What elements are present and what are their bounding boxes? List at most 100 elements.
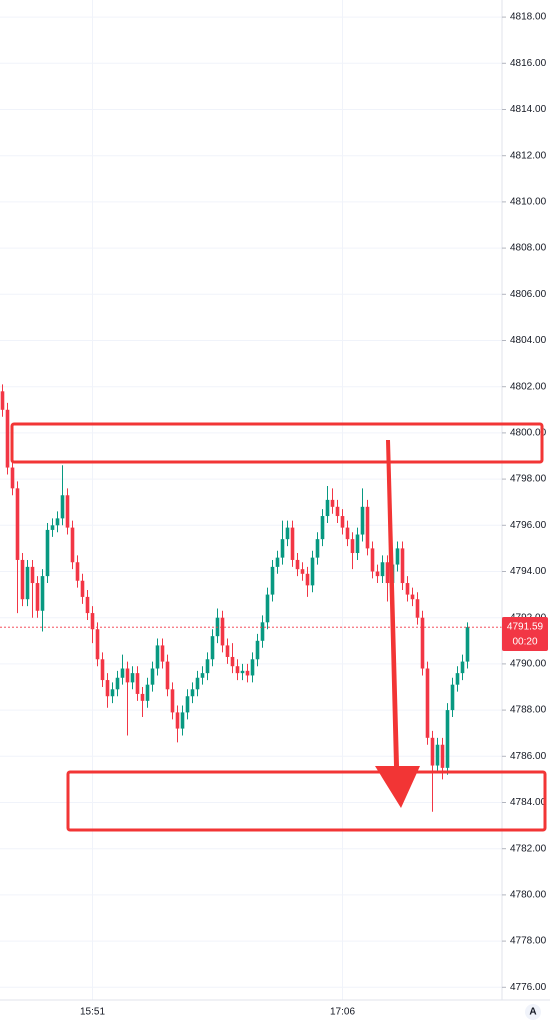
candle-body xyxy=(290,527,295,560)
y-tick-label: 4786.00 xyxy=(510,751,547,762)
candle-body xyxy=(245,670,250,676)
candle-body xyxy=(295,559,300,570)
y-tick-label: 4790.00 xyxy=(510,659,547,670)
candle-body xyxy=(410,594,415,600)
candle-body xyxy=(310,557,315,586)
candle-body xyxy=(330,499,335,507)
support-zone xyxy=(66,770,547,832)
candle-body xyxy=(195,677,200,690)
candle-body xyxy=(200,673,205,678)
candle-body xyxy=(435,744,440,766)
price-tag-box xyxy=(502,617,548,651)
candle-body xyxy=(225,645,230,657)
candle-body xyxy=(445,710,450,768)
candle-body xyxy=(270,566,275,595)
candle-body xyxy=(30,566,35,584)
candle-body xyxy=(125,668,130,683)
candle-body xyxy=(170,689,175,713)
candle-body xyxy=(10,467,15,489)
y-tick-label: 4804.00 xyxy=(510,335,547,346)
candle-body xyxy=(370,548,375,572)
candle-body xyxy=(5,409,10,468)
candle-body xyxy=(385,562,390,584)
candle-body xyxy=(15,488,20,560)
y-tick-label: 4802.00 xyxy=(510,381,547,392)
candle-body xyxy=(135,673,140,694)
candle-body xyxy=(220,617,225,646)
candle-body xyxy=(235,666,240,674)
price-tag: 4791.59 00:20 xyxy=(502,617,548,651)
candle-body xyxy=(305,573,310,586)
candle-body xyxy=(440,744,445,768)
candle-body xyxy=(325,499,330,517)
candle-body xyxy=(260,622,265,641)
candle-body xyxy=(360,506,365,535)
y-tick-label: 4812.00 xyxy=(510,150,547,161)
candle-body xyxy=(405,583,410,595)
candle-body xyxy=(40,576,45,611)
scale-mode-label[interactable]: A xyxy=(529,1007,536,1018)
candle-body xyxy=(60,495,65,519)
candle-body xyxy=(315,539,320,558)
y-tick-label: 4818.00 xyxy=(510,12,547,23)
candles xyxy=(0,384,502,812)
candle-body xyxy=(275,557,280,567)
candle-body xyxy=(460,661,465,674)
candle-body xyxy=(150,668,155,685)
candle-body xyxy=(455,673,460,685)
y-tick-label: 4806.00 xyxy=(510,289,547,300)
candle-body xyxy=(0,391,5,410)
candle-body xyxy=(285,527,290,540)
y-tick-label: 4796.00 xyxy=(510,520,547,531)
y-tick-label: 4808.00 xyxy=(510,243,547,254)
candle-body xyxy=(425,668,430,738)
candle-body xyxy=(145,684,150,701)
y-tick-label: 4798.00 xyxy=(510,474,547,485)
candle-body xyxy=(400,548,405,584)
candle-body xyxy=(255,640,260,660)
y-tick-label: 4814.00 xyxy=(510,104,547,115)
candle-body xyxy=(230,656,235,667)
candle-body xyxy=(240,670,245,674)
candle-body xyxy=(335,506,340,517)
candle-body xyxy=(345,527,350,540)
candle-body xyxy=(55,518,60,526)
down-arrow xyxy=(375,440,420,808)
candle-body xyxy=(190,689,195,697)
candle-body xyxy=(25,566,30,600)
candle-body xyxy=(185,696,190,713)
candle-body xyxy=(115,677,120,690)
candle-body xyxy=(350,539,355,554)
candle-body xyxy=(265,594,270,623)
candle-body xyxy=(105,680,110,697)
candle-body xyxy=(80,580,85,597)
candle-body xyxy=(75,562,80,581)
candle-body xyxy=(430,737,435,766)
candle-body xyxy=(380,562,385,577)
candle-body xyxy=(140,693,145,701)
candle-body xyxy=(355,534,360,554)
candle-body xyxy=(65,495,70,528)
y-tick-label: 4816.00 xyxy=(510,58,547,69)
candle-body xyxy=(250,659,255,676)
candle-body xyxy=(450,684,455,711)
candle-body xyxy=(95,629,100,660)
candle-body xyxy=(110,689,115,697)
candle-body xyxy=(130,673,135,683)
candle-body xyxy=(395,548,400,565)
candle-body xyxy=(420,617,425,669)
grid xyxy=(0,0,502,1000)
y-tick-label: 4780.00 xyxy=(510,890,547,901)
candle-body xyxy=(35,583,40,611)
candle-body xyxy=(100,659,105,681)
candle-body xyxy=(300,569,305,574)
x-tick-label: 17:06 xyxy=(330,1007,355,1018)
candle-body xyxy=(280,539,285,558)
candle-body xyxy=(70,527,75,563)
candle-body xyxy=(205,659,210,674)
candle-body xyxy=(340,516,345,528)
candle-body xyxy=(180,712,185,729)
scale-mode-button[interactable] xyxy=(525,1004,541,1020)
countdown: 00:20 xyxy=(512,637,537,648)
